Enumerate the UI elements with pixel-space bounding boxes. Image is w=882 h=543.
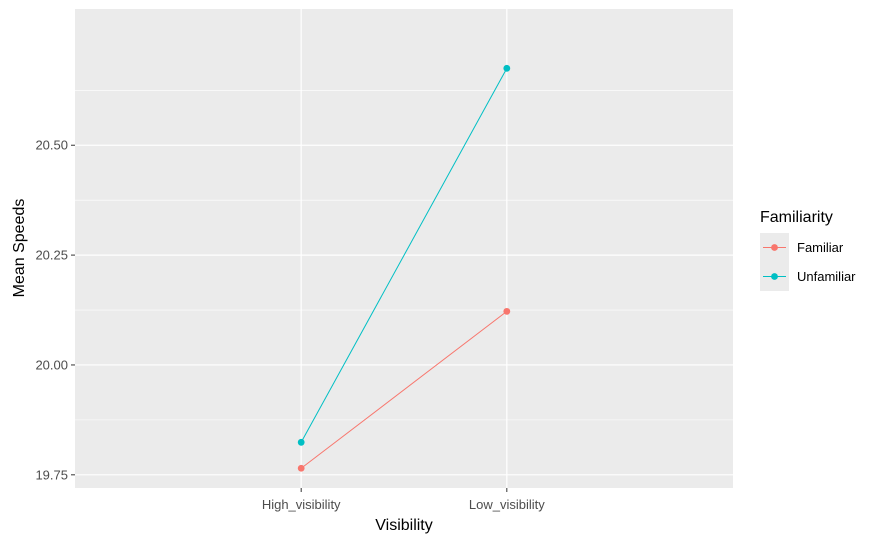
legend: Familiarity Familiar Unfamiliar xyxy=(760,209,856,291)
data-point-unfamiliar xyxy=(503,64,511,72)
series-line-familiar xyxy=(300,310,508,469)
y-tick-label: 20.25 xyxy=(35,248,68,263)
legend-label-familiar: Familiar xyxy=(797,240,844,255)
legend-label-unfamiliar: Unfamiliar xyxy=(797,269,856,284)
series-line-unfamiliar xyxy=(300,68,508,443)
y-tick-label: 20.00 xyxy=(35,357,68,372)
data-point-familiar xyxy=(503,307,511,315)
x-axis: High_visibility Low_visibility xyxy=(262,488,545,512)
grid-minor xyxy=(75,89,733,421)
x-tick-label: Low_visibility xyxy=(469,497,545,512)
series-layer xyxy=(297,64,511,472)
x-tick-label: High_visibility xyxy=(262,497,341,512)
plot-panel xyxy=(75,9,733,488)
y-tick-label: 20.50 xyxy=(35,138,68,153)
y-axis: 19.75 20.00 20.25 20.50 xyxy=(35,138,75,482)
y-tick-label: 19.75 xyxy=(35,467,68,482)
y-axis-title: Mean Speeds xyxy=(11,199,28,298)
legend-point-familiar xyxy=(771,244,778,251)
legend-items: Familiar Unfamiliar xyxy=(760,233,856,291)
data-point-familiar xyxy=(297,464,305,472)
data-point-unfamiliar xyxy=(297,438,305,446)
legend-title: Familiarity xyxy=(760,209,833,226)
x-axis-title: Visibility xyxy=(375,517,433,534)
legend-point-unfamiliar xyxy=(771,273,778,280)
